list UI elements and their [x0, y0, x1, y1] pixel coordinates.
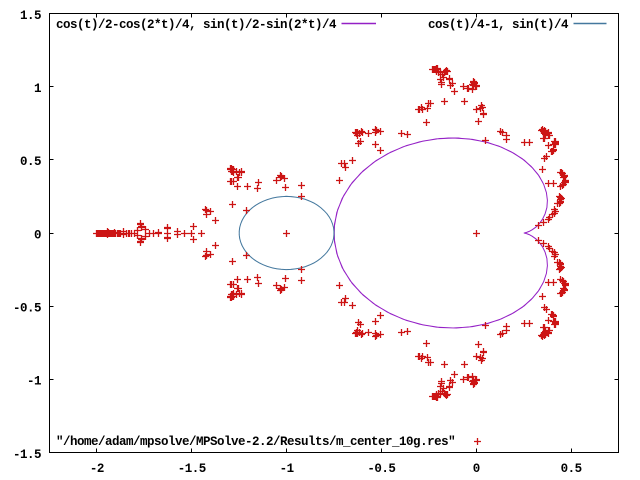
- svg-text:"/home/adam/mpsolve/MPSolve-2.: "/home/adam/mpsolve/MPSolve-2.2/Results/…: [56, 435, 455, 449]
- svg-text:-0.5: -0.5: [367, 462, 395, 476]
- svg-text:1: 1: [34, 82, 41, 96]
- svg-text:cos(t)/2-cos(2*t)/4, sin(t)/2-: cos(t)/2-cos(2*t)/4, sin(t)/2-sin(2*t)/4: [56, 18, 337, 32]
- svg-text:-1.5: -1.5: [178, 462, 206, 476]
- svg-text:-2: -2: [90, 462, 104, 476]
- svg-text:0.5: 0.5: [561, 462, 582, 476]
- svg-text:cos(t)/4-1, sin(t)/4: cos(t)/4-1, sin(t)/4: [428, 18, 569, 32]
- svg-text:-1.5: -1.5: [13, 448, 41, 462]
- svg-text:0: 0: [473, 462, 480, 476]
- svg-text:0.5: 0.5: [20, 155, 41, 169]
- svg-text:-1: -1: [27, 375, 41, 389]
- svg-text:1.5: 1.5: [20, 9, 41, 23]
- svg-text:-0.5: -0.5: [13, 302, 41, 316]
- svg-text:0: 0: [34, 228, 41, 242]
- svg-text:-1: -1: [280, 462, 294, 476]
